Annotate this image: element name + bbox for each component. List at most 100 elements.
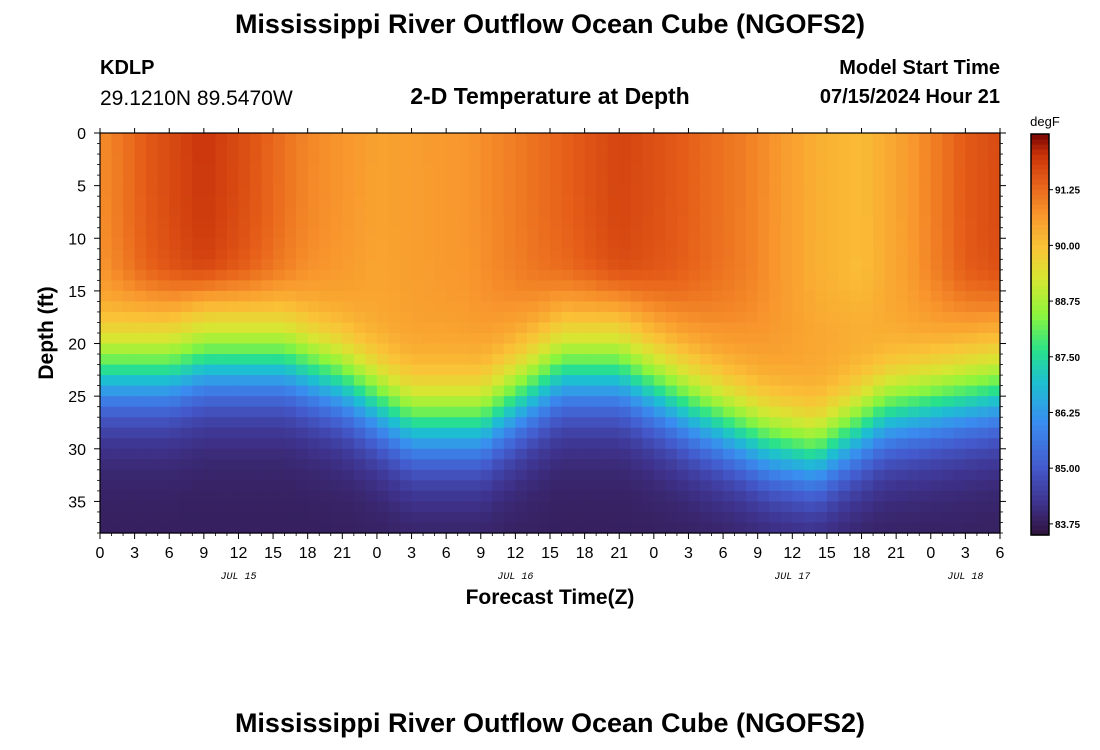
heatmap-cell [169,227,182,239]
heatmap-cell [284,406,297,418]
colorbar-swatch [1031,484,1049,491]
heatmap-cell [457,417,470,429]
heatmap-cell [296,333,309,345]
heatmap-cell [676,448,690,460]
heatmap-cell [273,375,286,387]
heatmap-cell [988,133,1001,145]
heatmap-cell [469,343,482,355]
heatmap-cell [896,290,909,303]
heatmap-cell [573,311,586,324]
x-tick-label: 15 [818,545,836,562]
heatmap-cell [284,322,297,334]
heatmap-cell [273,511,286,524]
heatmap-cell [492,133,505,145]
heatmap-cell [469,164,482,176]
heatmap-cell [573,206,586,218]
heatmap-cell [803,375,816,387]
y-tick-label: 10 [68,231,86,248]
heatmap-cell [123,164,136,176]
colorbar-swatch [1031,169,1049,175]
heatmap-cell [700,459,713,471]
heatmap-cell [192,175,205,187]
heatmap-cell [676,490,690,503]
heatmap-cell [757,227,770,239]
heatmap-cell [100,143,113,155]
heatmap-cell [296,133,309,145]
heatmap-cell [169,438,182,450]
heatmap-cell [296,354,309,366]
heatmap-cell [665,301,678,313]
heatmap-cell [365,238,378,250]
heatmap-cell [273,364,286,376]
heatmap-cell [676,290,690,303]
heatmap-cell [192,269,205,281]
heatmap-cell [284,227,297,239]
heatmap-cell [365,406,378,418]
heatmap-cell [319,164,332,176]
heatmap-cell [976,375,990,387]
heatmap-cell [215,269,228,281]
heatmap-cell [376,175,390,187]
heatmap-cell [192,480,205,492]
heatmap-cell [573,469,586,481]
heatmap-cell [596,490,609,503]
heatmap-cell [284,196,297,208]
heatmap-cell [365,427,378,439]
heatmap-cell [480,385,493,397]
heatmap-cell [723,385,736,397]
heatmap-cell [769,269,782,281]
heatmap-cell [411,501,424,513]
heatmap-cell [619,175,632,187]
heatmap-cell [250,311,263,324]
heatmap-cell [873,185,886,197]
heatmap-cell [953,196,966,208]
heatmap-cell [746,217,759,229]
heatmap-cell [503,511,516,524]
heatmap-cell [746,227,759,239]
colorbar-swatch [1031,454,1049,461]
heatmap-cell [192,196,205,208]
heatmap-cell [388,217,401,229]
heatmap-cell [250,364,263,376]
heatmap-cell [780,206,793,218]
heatmap-cell [907,133,920,145]
heatmap-cell [792,511,805,524]
heatmap-cell [180,322,193,334]
heatmap-cell [988,238,1001,250]
heatmap-cell [330,490,343,503]
heatmap-cell [388,290,401,303]
heatmap-cell [111,259,124,271]
heatmap-cell [376,154,390,166]
heatmap-cell [803,522,816,534]
heatmap-cell [746,522,759,534]
heatmap-cell [134,354,147,366]
heatmap-cell [884,427,897,439]
heatmap-cell [884,522,897,534]
heatmap-cell [988,438,1001,450]
heatmap-cell [953,259,966,271]
heatmap-cell [630,301,643,313]
heatmap-cell [942,511,955,524]
heatmap-cell [492,490,505,503]
heatmap-cell [226,269,240,281]
heatmap-cell [261,354,274,366]
heatmap-cell [307,364,320,376]
heatmap-cell [861,406,874,418]
heatmap-cell [942,206,955,218]
heatmap-cell [492,511,505,524]
heatmap-cell [238,427,251,439]
heatmap-cell [457,427,470,439]
heatmap-cell [215,175,228,187]
heatmap-cell [734,438,747,450]
heatmap-cell [284,238,297,250]
heatmap-cell [746,154,759,166]
heatmap-cell [157,217,170,229]
heatmap-cell [676,280,690,292]
heatmap-cell [561,343,574,355]
heatmap-cell [688,227,701,239]
heatmap-cell [676,459,690,471]
heatmap-cell [619,280,632,292]
heatmap-cell [676,406,690,418]
heatmap-cell [550,480,563,492]
heatmap-cell [896,322,909,334]
